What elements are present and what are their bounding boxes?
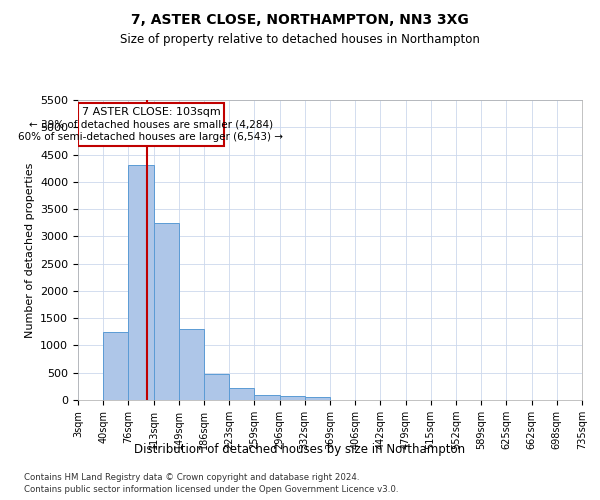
Y-axis label: Number of detached properties: Number of detached properties — [25, 162, 35, 338]
Bar — [103, 332, 128, 400]
Bar — [280, 396, 305, 400]
Bar — [154, 222, 179, 400]
Bar — [128, 166, 154, 400]
Bar — [179, 329, 204, 400]
Bar — [305, 398, 330, 400]
Bar — [254, 394, 280, 400]
Text: Contains public sector information licensed under the Open Government Licence v3: Contains public sector information licen… — [24, 485, 398, 494]
Text: 7, ASTER CLOSE, NORTHAMPTON, NN3 3XG: 7, ASTER CLOSE, NORTHAMPTON, NN3 3XG — [131, 12, 469, 26]
Text: 7 ASTER CLOSE: 103sqm: 7 ASTER CLOSE: 103sqm — [82, 108, 220, 118]
Text: Contains HM Land Registry data © Crown copyright and database right 2024.: Contains HM Land Registry data © Crown c… — [24, 472, 359, 482]
Text: ← 39% of detached houses are smaller (4,284): ← 39% of detached houses are smaller (4,… — [29, 120, 273, 130]
Bar — [229, 388, 254, 400]
Text: Distribution of detached houses by size in Northampton: Distribution of detached houses by size … — [134, 442, 466, 456]
Text: Size of property relative to detached houses in Northampton: Size of property relative to detached ho… — [120, 32, 480, 46]
Bar — [204, 374, 229, 400]
Text: 60% of semi-detached houses are larger (6,543) →: 60% of semi-detached houses are larger (… — [19, 132, 283, 142]
FancyBboxPatch shape — [78, 102, 224, 146]
